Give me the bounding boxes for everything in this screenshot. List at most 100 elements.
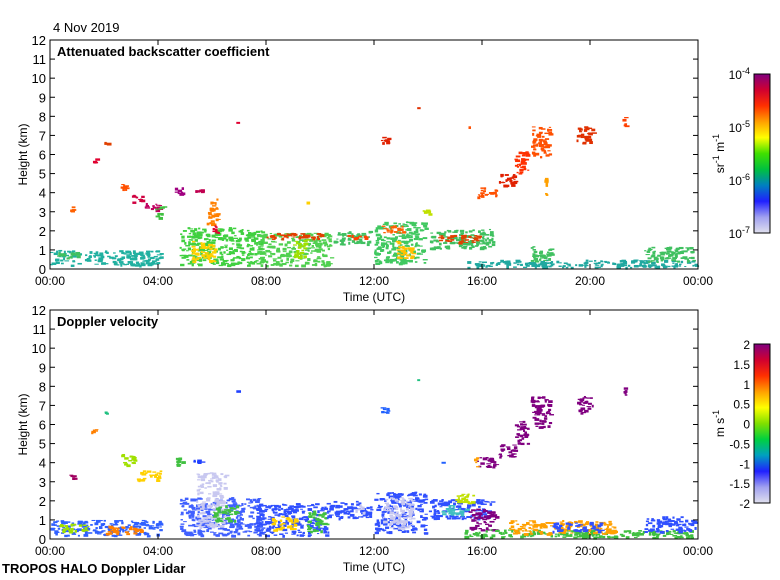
data-cell <box>158 212 163 215</box>
data-cell <box>378 247 382 250</box>
data-cell <box>668 525 672 528</box>
data-cell <box>319 523 323 526</box>
data-cell <box>676 535 681 539</box>
data-cell <box>237 505 242 507</box>
data-cell <box>207 257 211 261</box>
data-cell <box>655 527 660 531</box>
data-cell <box>492 261 495 264</box>
data-cell <box>295 260 300 262</box>
data-cell <box>312 238 316 241</box>
data-cell <box>135 196 139 199</box>
data-cell <box>188 515 192 519</box>
data-cell <box>318 528 322 532</box>
data-cell <box>212 492 217 495</box>
data-cell <box>128 459 133 462</box>
data-cell <box>590 531 594 534</box>
data-cell <box>461 493 466 495</box>
data-cell <box>541 422 545 425</box>
data-cell <box>533 257 539 261</box>
colorbar <box>753 73 771 234</box>
data-cell <box>534 405 538 409</box>
data-cell <box>566 523 569 527</box>
colorbar <box>753 343 771 504</box>
data-cell <box>478 264 483 268</box>
data-cell <box>374 243 379 246</box>
data-cell <box>197 233 203 237</box>
data-cell <box>260 264 264 267</box>
data-cell <box>283 504 288 506</box>
data-cell <box>288 519 294 523</box>
data-cell <box>323 507 329 510</box>
data-cell <box>207 472 211 475</box>
data-cell <box>198 227 201 230</box>
data-cell <box>204 253 209 256</box>
data-cell <box>605 531 611 534</box>
data-cell <box>384 221 389 225</box>
data-cell <box>485 530 488 533</box>
data-cell <box>518 261 522 263</box>
data-cell <box>325 527 329 531</box>
data-cell <box>212 227 215 231</box>
data-cell <box>228 510 234 512</box>
data-cell <box>361 507 364 509</box>
data-cell <box>404 518 408 521</box>
data-cell <box>132 201 137 204</box>
data-cell <box>197 505 201 508</box>
data-cell <box>599 525 603 527</box>
data-cell <box>146 521 149 524</box>
data-cell <box>140 257 145 260</box>
data-cell <box>55 261 60 265</box>
data-cell <box>201 524 204 528</box>
data-cell <box>247 534 251 537</box>
data-cell <box>57 255 61 257</box>
data-cell <box>592 132 597 134</box>
data-cell <box>677 251 681 255</box>
data-cell <box>205 520 210 523</box>
data-cell <box>529 530 532 534</box>
data-cell <box>518 163 521 167</box>
data-cell <box>152 206 157 209</box>
data-cell <box>560 532 563 536</box>
data-cell <box>579 409 582 411</box>
data-cell <box>407 501 411 504</box>
data-cell <box>112 528 117 531</box>
data-cell <box>254 242 258 245</box>
data-cell <box>495 529 500 533</box>
data-cell <box>218 513 222 516</box>
data-cell <box>198 519 203 521</box>
data-cell <box>522 525 527 527</box>
data-cell <box>440 236 445 240</box>
data-cell <box>464 234 467 238</box>
data-cell <box>271 517 276 520</box>
data-cell <box>134 530 139 533</box>
data-cell <box>296 505 301 508</box>
data-cell <box>412 494 418 497</box>
data-cell <box>236 515 241 517</box>
data-cell <box>97 254 103 257</box>
data-cell <box>236 519 241 522</box>
data-cell <box>354 235 359 238</box>
data-cell <box>688 257 692 259</box>
data-cell <box>106 251 109 254</box>
data-cell <box>264 254 268 256</box>
data-cell <box>621 259 625 262</box>
data-cell <box>153 526 159 529</box>
data-cell <box>285 517 291 520</box>
data-cell <box>228 228 233 232</box>
data-cell <box>358 502 362 505</box>
data-cell <box>92 255 97 257</box>
data-cell <box>385 260 390 264</box>
data-cell <box>354 517 359 519</box>
data-cell <box>455 238 461 242</box>
data-cell <box>261 523 266 526</box>
data-cell <box>132 251 136 255</box>
data-cell <box>209 472 214 474</box>
data-cell <box>142 470 147 472</box>
data-cell <box>229 526 235 529</box>
data-cell <box>691 260 696 263</box>
data-cell <box>224 509 230 511</box>
data-cell <box>116 264 120 266</box>
data-cell <box>632 531 635 535</box>
data-cell <box>691 250 695 254</box>
data-cell <box>104 411 108 414</box>
